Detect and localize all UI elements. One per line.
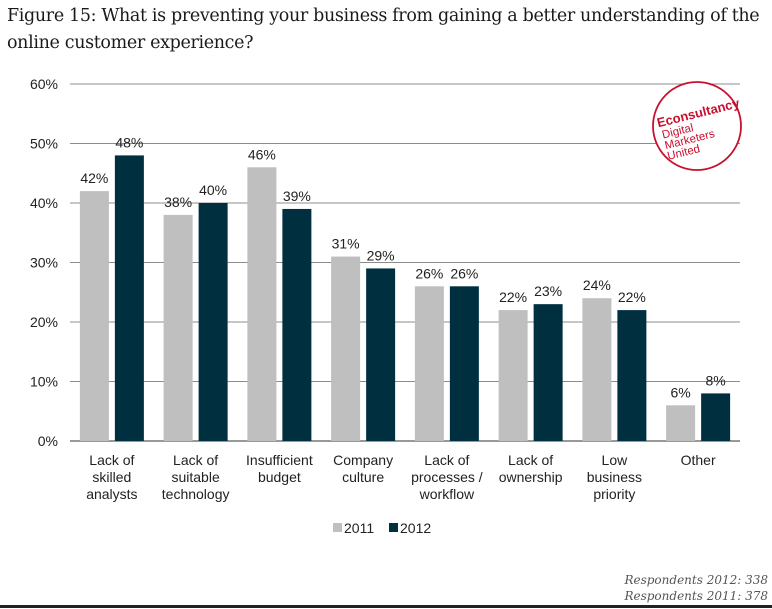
bar-2012 — [701, 393, 731, 441]
y-tick-label: 30% — [30, 255, 58, 271]
category-label-line: workflow — [419, 486, 475, 502]
logo-circle — [652, 81, 742, 171]
category-label-line: analysts — [86, 486, 137, 502]
figure-title: Figure 15: What is preventing your busin… — [7, 6, 760, 53]
respondents-2011: Respondents 2011: 378 — [624, 589, 768, 603]
bar-chart: 0% 10% 20% 30% 40% 50% 60% 42% 48% 38% 40% 46% 39% 3… — [30, 76, 740, 536]
bar-2011 — [666, 405, 696, 441]
category-label-line: Company — [333, 452, 393, 468]
category-label-line: ownership — [499, 469, 563, 485]
value-label-2012: 22% — [618, 289, 646, 305]
bar-2012 — [366, 268, 396, 441]
category-label-line: priority — [593, 486, 635, 502]
category-label: Lack of skilled analysts — [86, 452, 137, 502]
category-label: Lack of ownership — [499, 452, 563, 485]
value-label-2011: 22% — [499, 289, 527, 305]
value-label-2012: 8% — [706, 372, 726, 388]
category-label: Insufficient budget — [246, 452, 313, 485]
value-labels: 42% 48% 38% 40% 46% 39% 31% 29% 26% 26% 22% 23% 24% 2… — [80, 134, 725, 400]
bar-2012 — [198, 203, 228, 441]
value-label-2011: 42% — [80, 170, 108, 186]
legend-label-2011: 2011 — [344, 520, 374, 536]
value-label-2012: 48% — [115, 134, 143, 150]
legend-label-2012: 2012 — [400, 520, 431, 536]
category-label-line: culture — [342, 469, 384, 485]
bottom-rule — [0, 605, 772, 608]
category-label-line: Insufficient — [246, 452, 313, 468]
bar-2011 — [331, 256, 361, 441]
legend-swatch-2011 — [333, 523, 342, 532]
category-label-line: Lack of — [89, 452, 134, 468]
value-label-2012: 39% — [283, 188, 311, 204]
y-tick-label: 0% — [38, 433, 58, 449]
y-axis-ticks: 0% 10% 20% 30% 40% 50% 60% — [30, 76, 58, 449]
value-label-2012: 40% — [199, 182, 227, 198]
category-label-line: skilled — [92, 469, 131, 485]
econsultancy-logo: Econsultancy Digital Marketers United — [652, 81, 742, 171]
bar-2011 — [582, 298, 612, 441]
y-tick-label: 10% — [30, 374, 58, 390]
category-label-line: suitable — [171, 469, 219, 485]
category-label-line: Lack of — [508, 452, 553, 468]
bar-2012 — [449, 286, 479, 441]
category-label-line: Other — [681, 452, 716, 468]
category-label-line: business — [587, 469, 642, 485]
category-label: Company culture — [333, 452, 393, 485]
value-label-2012: 29% — [367, 247, 395, 263]
bar-2011 — [163, 214, 193, 441]
value-label-2011: 31% — [332, 236, 360, 252]
value-label-2011: 46% — [248, 146, 276, 162]
bar-2011 — [498, 310, 528, 441]
category-label-line: technology — [162, 486, 230, 502]
y-tick-label: 40% — [30, 195, 58, 211]
y-tick-label: 60% — [30, 76, 58, 92]
bar-2011 — [79, 191, 109, 441]
y-tick-label: 50% — [30, 136, 58, 152]
bar-2012 — [533, 304, 563, 441]
bar-2011 — [414, 286, 444, 441]
category-label-line: Lack of — [424, 452, 469, 468]
category-label-line: budget — [258, 469, 301, 485]
bar-2012 — [282, 208, 312, 441]
bar-2012 — [114, 155, 144, 441]
bars — [79, 155, 731, 442]
y-tick-label: 20% — [30, 314, 58, 330]
value-label-2011: 24% — [583, 277, 611, 293]
category-label-line: processes / — [411, 469, 483, 485]
category-label: Low business priority — [587, 452, 642, 502]
value-label-2011: 38% — [164, 194, 192, 210]
value-label-2012: 26% — [450, 265, 478, 281]
category-label: Lack of suitable technology — [162, 452, 230, 502]
respondents-note: Respondents 2012: 338 Respondents 2011: … — [624, 572, 768, 604]
respondents-2012: Respondents 2012: 338 — [624, 573, 768, 587]
value-label-2012: 23% — [534, 283, 562, 299]
legend-swatch-2012 — [389, 523, 398, 532]
category-label: Other — [681, 452, 716, 468]
legend: 2011 2012 — [333, 520, 431, 536]
bar-2011 — [247, 167, 277, 442]
category-label-line: Low — [602, 452, 629, 468]
category-label: Lack of processes / workflow — [411, 452, 483, 502]
value-label-2011: 6% — [671, 384, 691, 400]
value-label-2011: 26% — [415, 265, 443, 281]
bar-2012 — [617, 310, 647, 441]
category-label-line: Lack of — [173, 452, 218, 468]
